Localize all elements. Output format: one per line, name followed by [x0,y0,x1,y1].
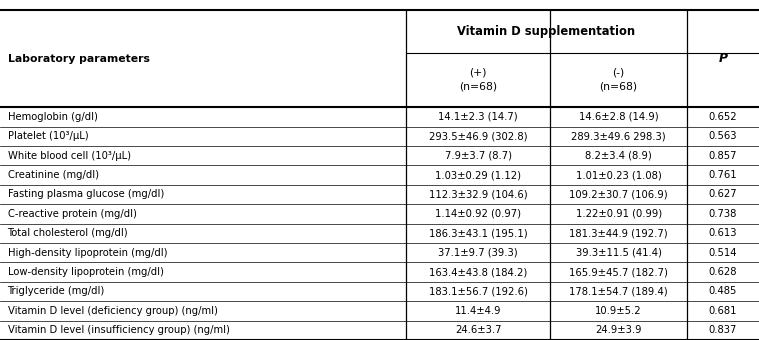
Text: Platelet (10³/μL): Platelet (10³/μL) [8,131,88,141]
Text: (+)
(n=68): (+) (n=68) [459,68,497,92]
Text: Low-density lipoprotein (mg/dl): Low-density lipoprotein (mg/dl) [8,267,163,277]
Text: 1.01±0.23 (1.08): 1.01±0.23 (1.08) [576,170,661,180]
Text: 24.6±3.7: 24.6±3.7 [455,325,502,335]
Text: 0.652: 0.652 [709,112,737,122]
Text: 0.681: 0.681 [709,306,737,316]
Text: 14.6±2.8 (14.9): 14.6±2.8 (14.9) [579,112,658,122]
Text: 289.3±49.6 298.3): 289.3±49.6 298.3) [572,131,666,141]
Text: 0.837: 0.837 [709,325,737,335]
Text: Total cholesterol (mg/dl): Total cholesterol (mg/dl) [8,228,128,238]
Text: Vitamin D level (deficiency group) (ng/ml): Vitamin D level (deficiency group) (ng/m… [8,306,218,316]
Text: Vitamin D supplementation: Vitamin D supplementation [458,25,635,38]
Text: 1.22±0.91 (0.99): 1.22±0.91 (0.99) [575,209,662,219]
Text: 178.1±54.7 (189.4): 178.1±54.7 (189.4) [569,287,668,296]
Text: 0.857: 0.857 [709,151,737,160]
Text: 109.2±30.7 (106.9): 109.2±30.7 (106.9) [569,189,668,200]
Text: Triglyceride (mg/dl): Triglyceride (mg/dl) [8,287,105,296]
Text: (-)
(n=68): (-) (n=68) [600,68,638,92]
Text: 37.1±9.7 (39.3): 37.1±9.7 (39.3) [439,248,518,258]
Text: 24.9±3.9: 24.9±3.9 [595,325,642,335]
Text: 112.3±32.9 (104.6): 112.3±32.9 (104.6) [429,189,528,200]
Text: 186.3±43.1 (195.1): 186.3±43.1 (195.1) [429,228,528,238]
Text: Hemoglobin (g/dl): Hemoglobin (g/dl) [8,112,97,122]
Text: Creatinine (mg/dl): Creatinine (mg/dl) [8,170,99,180]
Text: High-density lipoprotein (mg/dl): High-density lipoprotein (mg/dl) [8,248,167,258]
Text: 0.738: 0.738 [709,209,737,219]
Text: 0.627: 0.627 [709,189,737,200]
Text: 0.613: 0.613 [709,228,737,238]
Text: 7.9±3.7 (8.7): 7.9±3.7 (8.7) [445,151,512,160]
Text: 0.628: 0.628 [709,267,737,277]
Text: Fasting plasma glucose (mg/dl): Fasting plasma glucose (mg/dl) [8,189,164,200]
Text: 10.9±5.2: 10.9±5.2 [595,306,642,316]
Text: 181.3±44.9 (192.7): 181.3±44.9 (192.7) [569,228,668,238]
Text: 0.485: 0.485 [709,287,737,296]
Text: 39.3±11.5 (41.4): 39.3±11.5 (41.4) [575,248,662,258]
Text: 183.1±56.7 (192.6): 183.1±56.7 (192.6) [429,287,528,296]
Text: 165.9±45.7 (182.7): 165.9±45.7 (182.7) [569,267,668,277]
Text: 0.514: 0.514 [709,248,737,258]
Text: 0.761: 0.761 [709,170,737,180]
Text: 0.563: 0.563 [709,131,737,141]
Text: P: P [719,52,727,65]
Text: Laboratory parameters: Laboratory parameters [8,54,150,64]
Text: 1.03±0.29 (1.12): 1.03±0.29 (1.12) [435,170,521,180]
Text: White blood cell (10³/μL): White blood cell (10³/μL) [8,151,131,160]
Text: 1.14±0.92 (0.97): 1.14±0.92 (0.97) [435,209,521,219]
Text: Vitamin D level (insufficiency group) (ng/ml): Vitamin D level (insufficiency group) (n… [8,325,229,335]
Text: 14.1±2.3 (14.7): 14.1±2.3 (14.7) [439,112,518,122]
Text: 163.4±43.8 (184.2): 163.4±43.8 (184.2) [429,267,528,277]
Text: 293.5±46.9 (302.8): 293.5±46.9 (302.8) [429,131,528,141]
Text: 8.2±3.4 (8.9): 8.2±3.4 (8.9) [585,151,652,160]
Text: 11.4±4.9: 11.4±4.9 [455,306,502,316]
Text: C-reactive protein (mg/dl): C-reactive protein (mg/dl) [8,209,137,219]
